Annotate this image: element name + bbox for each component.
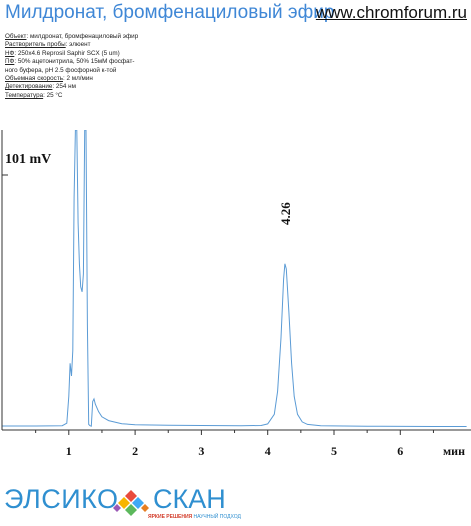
param-value: : 2 мл/мин: [63, 75, 93, 83]
method-parameters: Объект: милдронат, бромфенациловый эфир Р…: [5, 33, 138, 100]
x-tick-label: 3: [198, 444, 204, 458]
logo-right-text: СКАН: [153, 484, 226, 514]
x-tick-label: 5: [331, 444, 337, 458]
param-key: Детектирование: [5, 83, 53, 91]
param-value: : 50% ацетонитрила, 50% 15мМ фосфат-: [14, 58, 135, 66]
x-tick-label: 2: [132, 444, 138, 458]
param-row: Объемная скорость: 2 мл/мин: [5, 75, 138, 83]
param-key: Температура: [5, 91, 44, 99]
param-value: : 254 нм: [52, 83, 76, 91]
param-row: ПФ: 50% ацетонитрила, 50% 15мМ фосфат-: [5, 58, 138, 66]
param-key: ПФ: [5, 58, 15, 66]
x-axis-unit-label: мин: [443, 444, 465, 458]
param-value: ного буфера, pH 2.5 фосфорной к-той: [5, 66, 117, 74]
logo-gem-icon: [113, 490, 149, 516]
param-value: : 25 °C: [43, 91, 63, 99]
scale-label: 101 mV: [5, 152, 51, 167]
logo-slogan: ЯРКИЕ РЕШЕНИЯ НАУЧНЫЙ ПОДХОД: [148, 514, 241, 520]
chromatogram-chart: 1 2 3 4 5 6 101 mV 4.26 мин: [1, 130, 471, 458]
site-link[interactable]: www.chromforum.ru: [315, 3, 467, 22]
param-key: НФ: [5, 49, 15, 57]
param-row: Растворитель пробы: элюент: [5, 41, 138, 49]
x-tick-label: 6: [397, 444, 403, 458]
param-value: : милдронат, бромфенациловый эфир: [26, 33, 139, 40]
param-row: Объект: милдронат, бромфенациловый эфир: [5, 33, 138, 41]
param-key: Объект: [5, 33, 27, 40]
param-row: НФ: 250х4.6 Reprosil Saphir SCX (5 um): [5, 50, 138, 58]
x-tick-label: 4: [265, 444, 271, 458]
logo-left-text: ЭЛСИКО: [4, 484, 119, 514]
param-row: Детектирование: 254 нм: [5, 83, 138, 91]
param-key: Объемная скорость: [5, 75, 63, 83]
page-title: Милдронат, бромфенациловый эфир: [5, 2, 335, 23]
param-value: : 250х4.6 Reprosil Saphir SCX (5 um): [14, 49, 120, 57]
peak-retention-label: 4.26: [278, 202, 293, 225]
param-key: Растворитель пробы: [5, 41, 66, 49]
slogan-part-1: ЯРКИЕ РЕШЕНИЯ: [148, 514, 193, 520]
chart-axes: 1 2 3 4 5 6: [1, 130, 471, 458]
param-row: Температура: 25 °C: [5, 92, 138, 100]
company-logo: ЭЛСИКО СКАН ЯРКИЕ РЕШЕНИЯ НАУЧНЫЙ ПОДХОД: [0, 480, 260, 526]
chromatogram-trace: [2, 130, 467, 427]
x-tick-label: 1: [66, 444, 72, 458]
param-value: : элюент: [65, 41, 91, 49]
param-row: ного буфера, pH 2.5 фосфорной к-той: [5, 67, 138, 75]
slogan-part-2: НАУЧНЫЙ ПОДХОД: [193, 514, 241, 520]
